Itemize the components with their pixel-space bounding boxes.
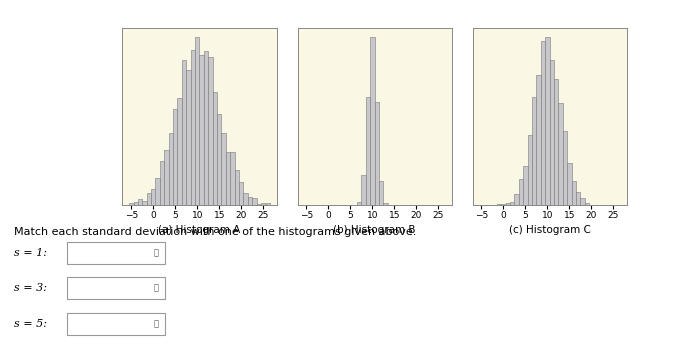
Bar [584,203,589,205]
Bar [532,97,536,205]
Bar [239,182,244,205]
Bar [257,204,261,205]
Bar [554,79,559,205]
Bar [523,166,528,205]
Bar [169,133,173,205]
Bar [528,135,532,205]
Bar [265,203,270,205]
Bar [576,192,580,205]
Bar [142,201,147,205]
Bar [370,37,374,205]
Bar [563,131,567,205]
Bar [195,37,199,205]
Bar [252,198,257,205]
Bar [226,152,230,205]
Bar [230,153,235,205]
Bar [138,199,142,205]
Bar [505,203,510,205]
Bar [374,102,379,205]
Bar [199,55,204,205]
Bar [173,109,178,205]
Text: s = 3:: s = 3: [14,283,47,293]
Text: ⌵: ⌵ [154,319,159,328]
Bar [147,193,151,205]
Bar [519,179,523,205]
Text: s = 1:: s = 1: [14,248,47,258]
Bar [129,203,134,205]
Bar [571,181,576,205]
Text: s = 5:: s = 5: [14,319,47,329]
Bar [567,163,571,205]
Text: ⌵: ⌵ [154,248,159,257]
Bar [365,97,370,205]
Bar [248,198,252,205]
Bar [379,181,384,205]
Bar [213,92,217,205]
Bar [155,178,160,205]
Bar [580,198,584,205]
Text: Match each standard deviation with one of the histograms given above.: Match each standard deviation with one o… [14,227,416,236]
X-axis label: (b) Histogram B: (b) Histogram B [333,225,416,235]
Bar [357,202,361,205]
Bar [536,75,540,205]
Bar [134,202,138,205]
Bar [559,103,563,205]
X-axis label: (c) Histogram C: (c) Histogram C [509,225,590,235]
Bar [182,60,186,205]
Bar [510,202,514,205]
Bar [540,41,545,205]
Bar [164,150,169,205]
Bar [178,98,182,205]
X-axis label: (a) Histogram A: (a) Histogram A [158,225,241,235]
Bar [234,170,239,205]
Bar [186,70,190,205]
Bar [361,175,365,205]
Bar [550,60,554,205]
Bar [261,203,265,205]
Bar [151,189,155,205]
Bar [545,37,550,205]
Text: ⌵: ⌵ [154,284,159,293]
Bar [221,133,226,205]
Bar [217,114,221,205]
Bar [244,193,248,205]
Bar [160,161,164,205]
Bar [384,202,388,205]
Bar [209,57,213,205]
Bar [204,51,209,205]
Bar [514,194,519,205]
Bar [190,50,195,205]
